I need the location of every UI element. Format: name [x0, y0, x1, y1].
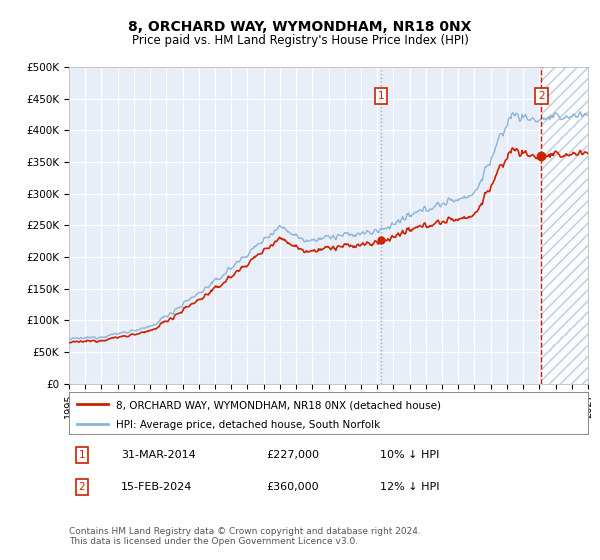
Text: £227,000: £227,000: [266, 450, 319, 460]
Text: Contains HM Land Registry data © Crown copyright and database right 2024.
This d: Contains HM Land Registry data © Crown c…: [69, 526, 421, 546]
Text: 31-MAR-2014: 31-MAR-2014: [121, 450, 196, 460]
Text: 8, ORCHARD WAY, WYMONDHAM, NR18 0NX (detached house): 8, ORCHARD WAY, WYMONDHAM, NR18 0NX (det…: [116, 400, 441, 410]
Text: £360,000: £360,000: [266, 482, 319, 492]
Text: 10% ↓ HPI: 10% ↓ HPI: [380, 450, 440, 460]
Text: 8, ORCHARD WAY, WYMONDHAM, NR18 0NX: 8, ORCHARD WAY, WYMONDHAM, NR18 0NX: [128, 20, 472, 34]
Text: 12% ↓ HPI: 12% ↓ HPI: [380, 482, 440, 492]
Text: HPI: Average price, detached house, South Norfolk: HPI: Average price, detached house, Sout…: [116, 420, 380, 430]
Text: 1: 1: [378, 91, 385, 101]
Text: 2: 2: [538, 91, 545, 101]
Text: 2: 2: [79, 482, 85, 492]
Text: 15-FEB-2024: 15-FEB-2024: [121, 482, 192, 492]
Text: Price paid vs. HM Land Registry's House Price Index (HPI): Price paid vs. HM Land Registry's House …: [131, 34, 469, 46]
Text: 1: 1: [79, 450, 85, 460]
